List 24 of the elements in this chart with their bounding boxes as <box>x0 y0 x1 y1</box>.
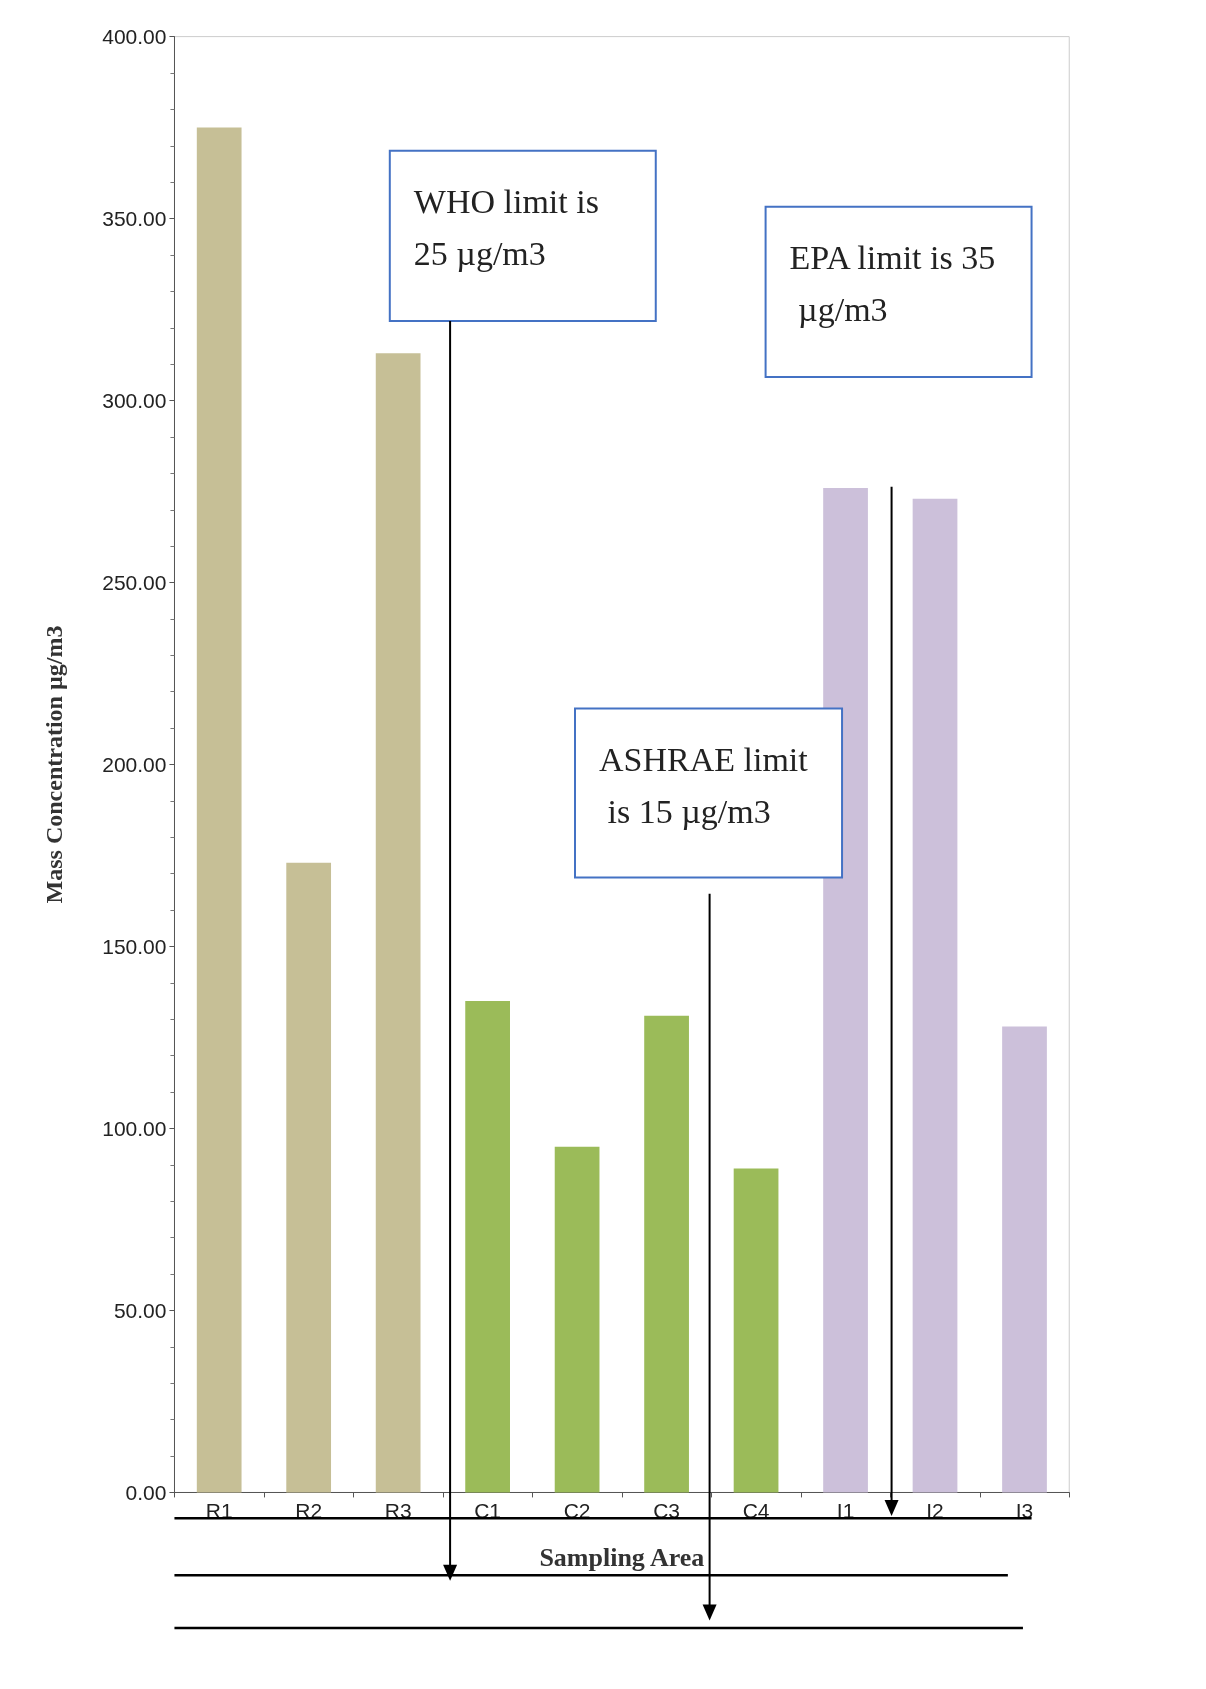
y-tick-label: 200.00 <box>102 753 167 777</box>
annotation: EPA limit is 35 µg/m3 <box>789 239 996 329</box>
y-tick-label: 100.00 <box>102 1116 167 1140</box>
annotation: ASHRAE limit is 15 µg/m3 <box>599 741 809 831</box>
bar <box>733 1168 779 1493</box>
y-tick-label: 50.00 <box>113 1298 167 1322</box>
bar <box>912 498 958 1493</box>
bar <box>644 1015 689 1493</box>
bar <box>823 487 868 1493</box>
bar <box>554 1146 600 1493</box>
bar <box>465 1001 510 1493</box>
bar <box>286 862 332 1493</box>
bar <box>196 127 242 1493</box>
bar <box>1002 1026 1047 1493</box>
annotation: WHO limit is 25 µg/m3 <box>413 183 608 273</box>
y-tick-label: 250.00 <box>102 571 167 595</box>
x-axis-title: Sampling Area <box>539 1542 705 1572</box>
y-tick-label: 300.00 <box>102 389 167 413</box>
y-axis-title: Mass Concentration µg/m3 <box>41 625 68 904</box>
y-tick-label: 400.00 <box>102 25 167 49</box>
y-tick-label: 150.00 <box>102 934 167 958</box>
bar <box>375 353 421 1493</box>
y-tick-label: 350.00 <box>102 207 167 231</box>
y-tick-label: 0.00 <box>125 1480 167 1504</box>
